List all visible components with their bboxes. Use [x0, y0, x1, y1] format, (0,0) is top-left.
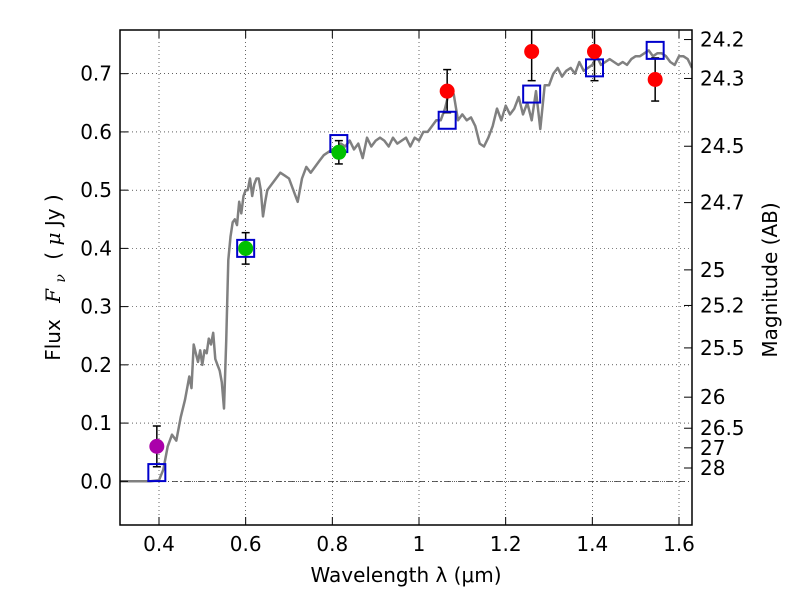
y-tick-label: 0.4	[80, 236, 112, 260]
x-tick-label: 1	[413, 532, 426, 556]
observed-data-point	[439, 83, 455, 99]
x-tick-label: 0.8	[316, 532, 348, 556]
points-layer	[147, 30, 665, 483]
plot-frame	[119, 29, 693, 526]
y-tick-label: 0.0	[80, 469, 112, 493]
y-tick-label: 0.2	[80, 353, 112, 377]
y-tick-label: 0.5	[80, 178, 112, 202]
magnitude-tick-label: 25.2	[700, 293, 745, 317]
model-photometry-square	[645, 40, 665, 60]
y-axis-title-symbol: F	[41, 288, 65, 304]
y-axis-title-word: Flux	[41, 319, 65, 361]
model-photometry-square	[522, 84, 542, 104]
magnitude-tick-label: 24.7	[700, 191, 745, 215]
magnitude-tick-label: 25	[700, 258, 725, 282]
y-axis-title-unit-rest: Jy )	[41, 194, 65, 228]
x-tick-label: 1.2	[490, 532, 522, 556]
secondary-y-axis-title: Magnitude (AB)	[758, 202, 782, 357]
y-tick-label: 0.6	[80, 120, 112, 144]
y-tick-label: 0.1	[80, 411, 112, 435]
model-photometry-square	[147, 463, 167, 483]
magnitude-tick-label: 24.5	[700, 134, 745, 158]
y-tick-label: 0.7	[80, 62, 112, 86]
model-layer	[120, 49, 692, 483]
observed-data-point	[524, 44, 540, 60]
observed-data-point	[647, 72, 663, 87]
y-tick-label: 0.3	[80, 295, 112, 319]
magnitude-tick-label: 24.3	[700, 66, 745, 90]
magnitude-tick-label: 26.5	[700, 416, 745, 440]
observed-data-point	[587, 44, 602, 60]
y-axis-title: Flux F ν ( μ Jy )	[41, 194, 70, 361]
ticks-layer: 0.4 0.6 0.8 1 1.2 1.4 1.6 0.0 0.1 0.2 0.3 0.4 0.5 0.6…	[80, 28, 744, 556]
model-photometry-square	[585, 58, 604, 78]
x-tick-label: 0.4	[143, 532, 175, 556]
observed-data-point	[331, 144, 347, 160]
y-axis-title-unit-mu: μ	[41, 233, 65, 246]
magnitude-tick-label: 26	[700, 385, 725, 409]
observed-data-point	[238, 240, 254, 256]
x-tick-label: 1.4	[576, 532, 608, 556]
template-sed-line	[120, 49, 692, 483]
y-axis-title-subscript: ν	[53, 274, 69, 283]
model-photometry-square	[236, 238, 256, 258]
magnitude-tick-label: 27	[700, 436, 725, 460]
magnitude-tick-label: 25.5	[700, 336, 745, 360]
model-photometry-square	[437, 110, 457, 130]
x-tick-label: 1.6	[663, 532, 695, 556]
x-axis-title: Wavelength λ (μm)	[310, 563, 501, 587]
x-tick-label: 0.6	[230, 532, 262, 556]
y-axis-title-unit-open: (	[41, 246, 65, 260]
observed-data-point	[149, 438, 165, 454]
magnitude-tick-label: 24.2	[700, 28, 745, 52]
magnitude-tick-label: 28	[700, 456, 725, 480]
